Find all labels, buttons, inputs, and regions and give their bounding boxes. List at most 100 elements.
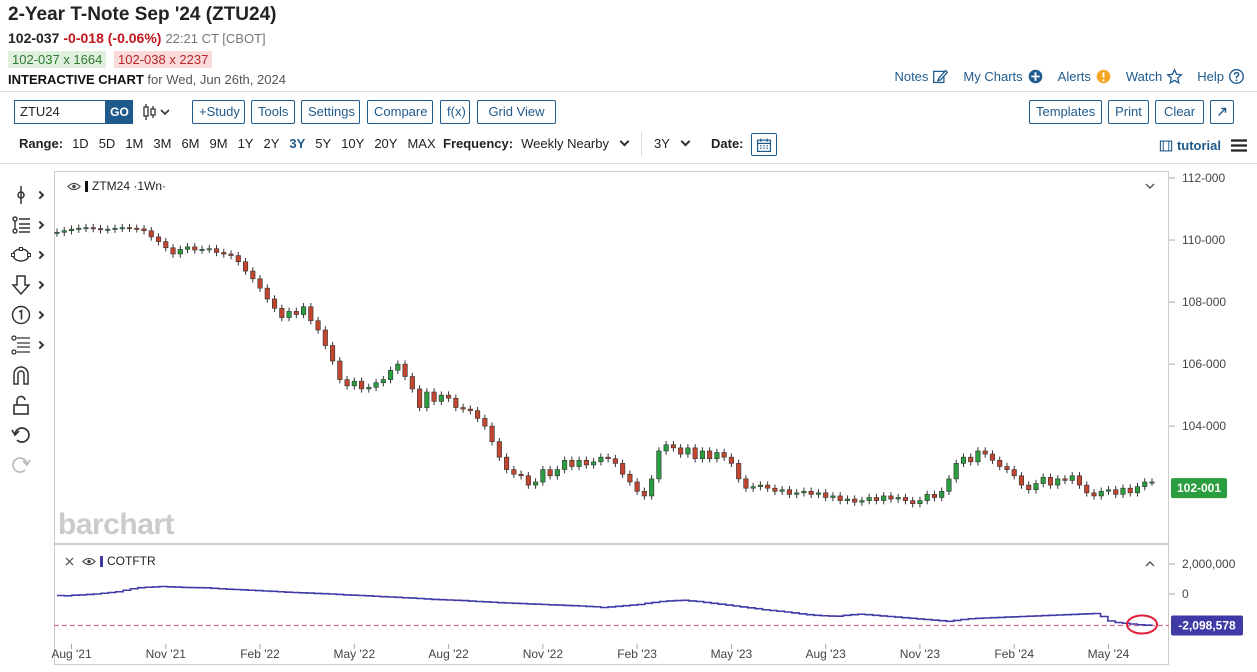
cot-axis: 2,000,000 0 xyxy=(1169,557,1236,601)
eye-icon[interactable] xyxy=(82,556,96,567)
top-links: Notes My Charts Alerts Watch Help xyxy=(894,68,1245,85)
undo-tool[interactable] xyxy=(10,420,50,450)
divider xyxy=(0,91,1257,92)
interactive-chart-label: INTERACTIVE CHART for Wed, Jun 26th, 202… xyxy=(8,72,286,87)
price-legend: ZTM24 ·1Wn· xyxy=(67,179,166,193)
grid-view-button[interactable]: Grid View xyxy=(477,100,556,124)
cot-legend-label: COTFTR xyxy=(107,554,156,568)
range-option-5d[interactable]: 5D xyxy=(98,136,116,151)
chevron-right-icon xyxy=(35,340,45,350)
crosshair-tool[interactable] xyxy=(10,180,50,210)
watch-label: Watch xyxy=(1125,69,1163,84)
symbol-input[interactable]: ZTU24 xyxy=(14,100,106,124)
shape-icon xyxy=(11,247,31,262)
tutorial-link[interactable]: tutorial xyxy=(1159,138,1221,153)
watch-link[interactable]: Watch xyxy=(1125,68,1184,85)
range-option-3m[interactable]: 3M xyxy=(153,136,172,151)
series-color-marker xyxy=(100,555,103,567)
chevron-right-icon xyxy=(35,220,45,230)
frequency-value: Weekly Nearby xyxy=(521,136,609,151)
chevron-right-icon xyxy=(35,190,45,200)
crosshair-icon xyxy=(17,186,25,204)
range-option-5y[interactable]: 5Y xyxy=(315,136,332,151)
range-option-max[interactable]: MAX xyxy=(407,136,436,151)
clear-button[interactable]: Clear xyxy=(1155,100,1204,124)
barchart-watermark: barchart xyxy=(58,508,175,541)
print-button[interactable]: Print xyxy=(1108,100,1149,124)
my-charts-link[interactable]: My Charts xyxy=(963,68,1043,85)
last-price: 102-037 xyxy=(8,30,60,46)
chevron-down-icon xyxy=(680,136,691,147)
drawing-toolbar xyxy=(10,180,50,480)
interactive-date: for Wed, Jun 26th, 2024 xyxy=(147,72,286,87)
range-option-20y[interactable]: 20Y xyxy=(374,136,398,151)
price-legend-label: ZTM24 ·1Wn· xyxy=(92,179,167,193)
fibonacci-tool[interactable] xyxy=(10,330,50,360)
divider xyxy=(0,163,1257,164)
go-button[interactable]: GO xyxy=(106,100,133,124)
trendline-icon xyxy=(12,216,30,234)
frequency-label: Frequency: xyxy=(443,136,514,151)
templates-button[interactable]: Templates xyxy=(1029,100,1102,124)
period-select[interactable]: 3Y xyxy=(654,136,697,151)
frequency-select[interactable]: Frequency: Weekly Nearby xyxy=(443,136,636,151)
redo-icon xyxy=(12,457,31,473)
study-button[interactable]: +Study xyxy=(192,100,245,124)
y-tick-label: 104-000 xyxy=(1182,419,1226,433)
range-option-1m[interactable]: 1M xyxy=(125,136,144,151)
shapes-tool[interactable] xyxy=(10,240,50,270)
bid-badge: 102-037 x 1664 xyxy=(8,51,107,68)
my-charts-label: My Charts xyxy=(963,69,1023,84)
tools-button[interactable]: Tools xyxy=(251,100,295,124)
magnet-icon xyxy=(13,366,29,385)
range-option-9m[interactable]: 9M xyxy=(209,136,228,151)
period-value: 3Y xyxy=(654,136,670,151)
range-option-1d[interactable]: 1D xyxy=(72,136,89,151)
alerts-link[interactable]: Alerts xyxy=(1058,68,1112,85)
lock-tool[interactable] xyxy=(10,390,50,420)
alerts-label: Alerts xyxy=(1057,69,1091,84)
expand-icon xyxy=(1218,107,1227,116)
notes-link[interactable]: Notes xyxy=(894,68,949,85)
cot-value-badge-text: -2,098,578 xyxy=(1178,618,1236,632)
help-icon xyxy=(1229,69,1244,84)
range-option-10y[interactable]: 10Y xyxy=(341,136,365,151)
lines-tool[interactable] xyxy=(10,210,50,240)
eye-icon[interactable] xyxy=(67,181,81,192)
compare-button[interactable]: Compare xyxy=(367,100,433,124)
chart-area[interactable] xyxy=(54,171,1169,665)
fx-button[interactable]: f(x) xyxy=(440,100,470,124)
close-icon[interactable] xyxy=(65,556,74,566)
price-change: -0-018 (-0.06%) xyxy=(63,30,162,46)
range-option-3y[interactable]: 3Y xyxy=(289,136,306,151)
range-option-2y[interactable]: 2Y xyxy=(263,136,280,151)
series-color-marker xyxy=(85,180,88,192)
cot-value-badge: -2,098,578 xyxy=(1171,615,1243,636)
star-icon xyxy=(1166,68,1184,85)
divider xyxy=(641,132,642,156)
y-tick-label: 106-000 xyxy=(1182,357,1226,371)
number-tool[interactable] xyxy=(10,300,50,330)
ask-badge: 102-038 x 2237 xyxy=(114,51,213,68)
y-tick-label: 112-000 xyxy=(1182,171,1225,185)
candlestick-type-icon[interactable] xyxy=(140,102,174,122)
range-option-6m[interactable]: 6M xyxy=(181,136,200,151)
settings-button[interactable]: Settings xyxy=(301,100,360,124)
range-option-1y[interactable]: 1Y xyxy=(237,136,254,151)
range-options: 1D 5D 1M 3M 6M 9M 1Y 2Y 3Y 5Y 10Y 20Y MAX xyxy=(72,136,446,151)
menu-icon[interactable] xyxy=(1231,139,1247,152)
help-link[interactable]: Help xyxy=(1197,68,1245,85)
number-circle-icon xyxy=(11,305,31,325)
expand-button[interactable] xyxy=(1210,100,1234,124)
quote-line: 102-037 -0-018 (-0.06%) 22:21 CT [CBOT] xyxy=(8,30,266,46)
redo-tool[interactable] xyxy=(10,450,50,480)
y-tick-label: 108-000 xyxy=(1182,295,1226,309)
magnet-tool[interactable] xyxy=(10,360,50,390)
undo-icon xyxy=(11,427,30,443)
pencil-icon xyxy=(933,69,949,84)
date-picker-button[interactable] xyxy=(751,133,777,156)
plus-circle-icon xyxy=(1028,69,1042,84)
notes-label: Notes xyxy=(894,69,929,84)
arrow-tool[interactable] xyxy=(10,270,50,300)
tutorial-label: tutorial xyxy=(1176,138,1221,153)
